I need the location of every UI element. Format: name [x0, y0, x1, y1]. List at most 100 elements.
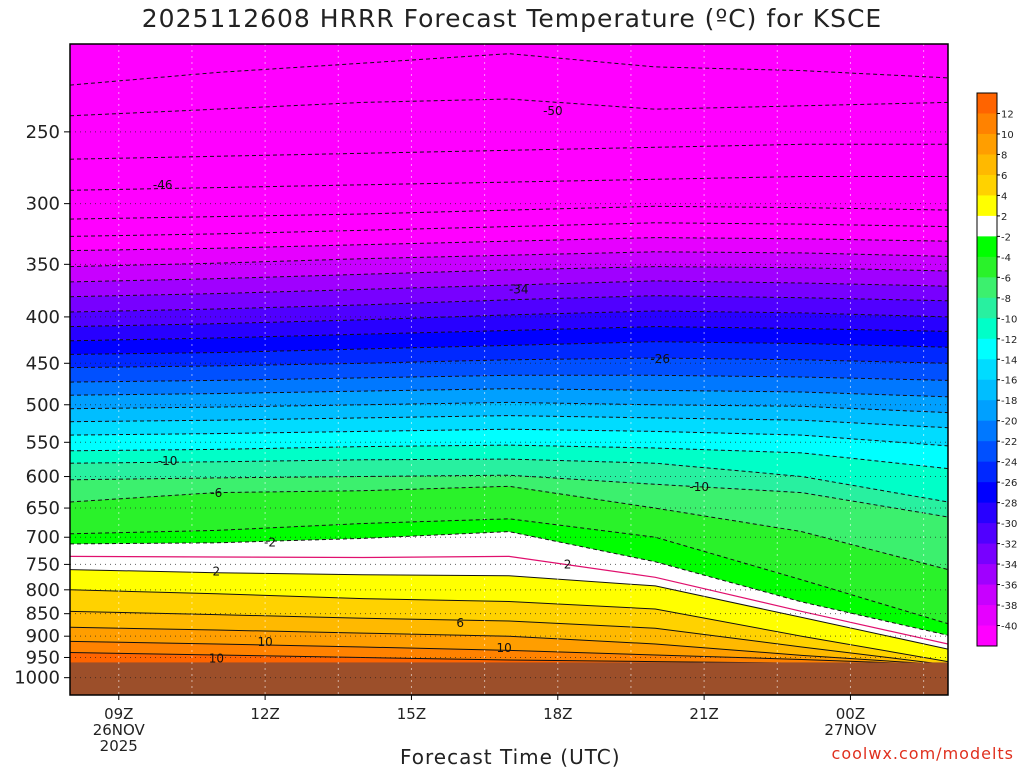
colorbar-swatch: [977, 236, 997, 258]
y-tick-label: 350: [26, 254, 60, 275]
isotherm-line: [70, 555, 948, 645]
x-tick-label: 12Z: [250, 705, 279, 723]
temp-band: [70, 402, 948, 428]
contour-label: 6: [456, 616, 464, 630]
credit-link[interactable]: coolwx.com/modelts: [831, 744, 1014, 763]
colorbar-label: -20: [1001, 417, 1017, 428]
isotherm-line: [70, 374, 948, 383]
isotherm-line: [70, 176, 948, 191]
isotherm-line: [70, 326, 948, 342]
isotherm-line: [70, 569, 948, 650]
colorbar-swatch: [977, 584, 997, 606]
contour-label: 10: [209, 651, 224, 665]
y-tick-label: 550: [26, 432, 60, 453]
colorbar-swatch: [977, 133, 997, 155]
colorbar-label: -30: [1001, 519, 1017, 530]
temp-band: [70, 375, 948, 397]
temp-band: [70, 144, 948, 191]
temp-band: [70, 627, 948, 665]
contour-label: -6: [210, 486, 222, 500]
y-tick-label: 700: [26, 527, 60, 548]
colorbar-label: -22: [1001, 437, 1017, 448]
colorbar-label: -18: [1001, 396, 1017, 407]
colorbar-swatch: [977, 277, 997, 299]
colorbar-swatch: [977, 564, 997, 586]
colorbar-swatch: [977, 174, 997, 196]
x-tick-label: 2025: [100, 737, 138, 755]
temp-band: [70, 611, 948, 665]
y-tick-label: 250: [26, 122, 60, 143]
ground-fill: [70, 662, 948, 695]
temp-band: [70, 237, 948, 267]
isotherm-line: [70, 626, 948, 666]
colorbar-label: -10: [1001, 314, 1017, 325]
y-tick-label: 1000: [14, 668, 60, 689]
temp-band: [70, 176, 948, 220]
colorbar-label: 12: [1001, 109, 1014, 120]
x-tick-label: 21Z: [689, 705, 718, 723]
colorbar-label: -32: [1001, 540, 1017, 551]
contour-label: 10: [257, 635, 272, 649]
temp-band: [70, 311, 948, 341]
y-tick-label: 600: [26, 467, 60, 488]
x-tick-label: 09Z: [104, 705, 133, 723]
isotherm-line: [70, 640, 948, 666]
contour-label: -10: [158, 454, 178, 468]
colorbar-swatch: [977, 379, 997, 401]
temp-band: [70, 556, 948, 650]
temp-band: [70, 429, 948, 469]
contour-label: 10: [496, 641, 511, 655]
isotherm-line: [70, 205, 948, 220]
colorbar-swatch: [977, 502, 997, 524]
colorbar-swatch: [977, 482, 997, 504]
contour-label: -46: [153, 178, 173, 192]
colorbar-label: 4: [1001, 191, 1007, 202]
colorbar-label: -2: [1001, 232, 1011, 243]
colorbar-label: -16: [1001, 376, 1017, 387]
isotherm-line: [70, 222, 948, 237]
colorbar-swatch: [977, 543, 997, 565]
temp-band: [70, 326, 948, 355]
x-tick-label: 18Z: [543, 705, 572, 723]
isotherm-line: [70, 251, 948, 268]
colorbar-swatch: [977, 154, 997, 176]
colorbar-swatch: [977, 359, 997, 381]
isotherm-line: [70, 388, 948, 398]
colorbar-swatch: [977, 523, 997, 545]
temp-band: [70, 589, 948, 665]
y-tick-label: 900: [26, 626, 60, 647]
isotherm-line: [70, 143, 948, 160]
colorbar-label: -14: [1001, 355, 1017, 366]
temp-band: [70, 459, 948, 517]
colorbar-label: -8: [1001, 294, 1011, 305]
colorbar-swatch: [977, 400, 997, 422]
colorbar-label: -6: [1001, 273, 1011, 284]
contour-label: -34: [509, 282, 529, 296]
contour-label: -26: [650, 352, 670, 366]
plot-area: -50 -46 -34 -26 -10 -10 -6 -2 2 2 6 10 10 10: [70, 44, 948, 695]
x-tick-label: 15Z: [397, 705, 426, 723]
colorbar-label: -38: [1001, 601, 1017, 612]
contour-label: 2: [564, 557, 572, 571]
temp-band: [70, 280, 948, 312]
y-tick-label: 400: [26, 307, 60, 328]
contour-label: -10: [689, 480, 709, 494]
temp-band: [70, 99, 948, 160]
temp-band: [70, 251, 948, 282]
isotherm-line: [70, 266, 948, 283]
colorbar-swatch: [977, 625, 997, 647]
x-axis-title: Forecast Time (UTC): [400, 745, 621, 769]
colorbar-swatch: [977, 113, 997, 135]
colorbar-swatch: [977, 256, 997, 278]
isotherm-line: [70, 415, 948, 429]
isotherm-line: [70, 341, 948, 355]
x-tick-label: 27NOV: [824, 721, 877, 739]
colorbar-swatch: [977, 338, 997, 360]
colorbar-label: 6: [1001, 171, 1007, 182]
isotherm-line: [70, 310, 948, 328]
y-tick-label: 500: [26, 395, 60, 416]
colorbar-swatch: [977, 195, 997, 217]
contour-label: 2: [213, 565, 221, 579]
y-tick-label: 850: [26, 604, 60, 625]
